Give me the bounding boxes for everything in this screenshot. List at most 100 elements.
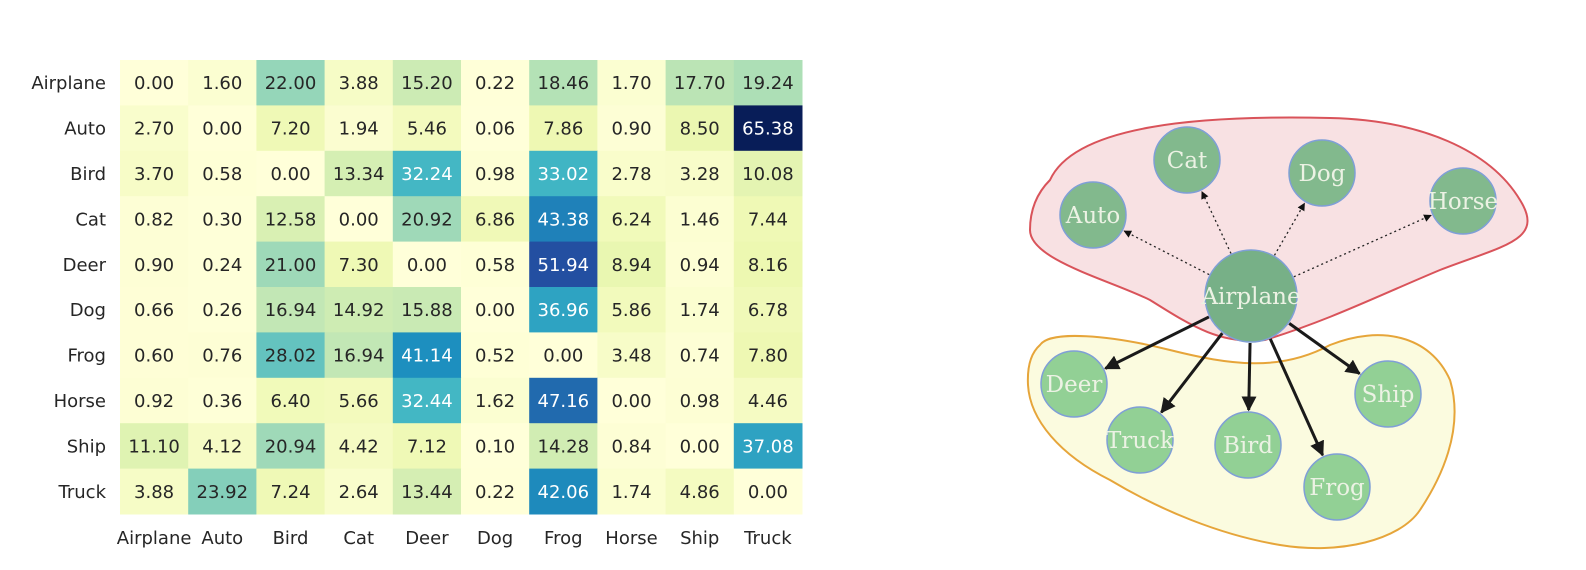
heatmap-cell	[529, 196, 598, 243]
heatmap-cell	[392, 150, 462, 197]
node-label: Deer	[1046, 372, 1103, 398]
heatmap-cell	[120, 241, 189, 288]
node-label: Ship	[1362, 382, 1415, 408]
heatmap-cell	[324, 377, 394, 424]
heatmap-cell	[324, 105, 394, 152]
heatmap-cell	[733, 468, 803, 515]
heatmap-row-label: Dog	[70, 300, 106, 321]
node-circle	[1204, 249, 1298, 343]
node-deer: Deer	[1040, 350, 1108, 418]
heatmap-cell	[529, 287, 598, 333]
heatmap-cell-value: 6.40	[270, 391, 310, 412]
heatmap-cell	[665, 196, 735, 243]
heatmap-cell-value: 3.88	[134, 482, 174, 503]
heatmap-col-label: Horse	[605, 528, 657, 549]
heatmap-cell-value: 0.00	[202, 119, 242, 140]
heatmap-cell-value: 0.92	[134, 391, 174, 412]
heatmap-cell	[461, 377, 530, 424]
heatmap-cell-value: 17.70	[674, 73, 726, 94]
heatmap-cell	[120, 105, 189, 152]
heatmap-cell-value: 0.10	[475, 436, 515, 457]
heatmap-cell	[188, 60, 257, 106]
group-1-region	[1028, 116, 1529, 342]
heatmap-cell-value: 6.78	[748, 300, 788, 321]
heatmap-cell	[733, 377, 803, 424]
node-label: Cat	[1167, 148, 1208, 174]
heatmap-col-label: Auto	[201, 528, 243, 549]
heatmap-cell-value: 13.34	[333, 164, 385, 185]
heatmap-cell	[597, 241, 667, 288]
heatmap-cell-value: 0.00	[407, 255, 447, 276]
edge-airplane-horse	[1293, 214, 1432, 278]
heatmap-cell-value: 1.62	[475, 391, 515, 412]
heatmap-cell	[529, 105, 598, 152]
heatmap-cell	[392, 196, 462, 243]
edge-airplane-truck	[1160, 332, 1224, 414]
heatmap-cell-value: 47.16	[538, 391, 590, 412]
heatmap-cell	[188, 241, 257, 288]
heatmap-cell-value: 2.64	[339, 482, 379, 503]
heatmap-cell-value: 1.70	[611, 73, 651, 94]
heatmap-cell	[529, 60, 598, 106]
heatmap-cell-value: 3.28	[680, 164, 720, 185]
heatmap-cell	[461, 287, 530, 333]
node-label: Frog	[1309, 475, 1365, 501]
heatmap-cell	[461, 423, 530, 470]
heatmap-cell	[461, 60, 530, 106]
heatmap-cell	[597, 196, 667, 243]
heatmap-cell-value: 43.38	[538, 209, 590, 230]
heatmap-cell-value: 0.00	[611, 391, 651, 412]
heatmap-row-label: Truck	[58, 482, 107, 503]
heatmap-cell-value: 42.06	[538, 482, 590, 503]
heatmap-cell-value: 32.44	[401, 391, 453, 412]
heatmap-cell-value: 41.14	[401, 346, 453, 367]
heatmap-cell-value: 0.00	[748, 482, 788, 503]
heatmap-cell	[392, 468, 462, 515]
heatmap-cell-value: 16.94	[333, 346, 385, 367]
node-label: Truck	[1106, 428, 1175, 454]
heatmap-cell	[597, 377, 667, 424]
heatmap-cell-value: 5.46	[407, 119, 447, 140]
heatmap-cell-value: 1.74	[611, 482, 651, 503]
node-truck: Truck	[1106, 406, 1175, 474]
heatmap-cell	[461, 105, 530, 152]
node-auto: Auto	[1059, 181, 1127, 249]
heatmap-cell	[120, 150, 189, 197]
heatmap-cell	[120, 468, 189, 515]
heatmap-cell	[324, 196, 394, 243]
heatmap-cell-value: 8.50	[680, 119, 720, 140]
heatmap-cell-value: 0.22	[475, 73, 515, 94]
heatmap-cell-value: 20.92	[401, 209, 453, 230]
heatmap-cell	[188, 468, 257, 515]
class-relation-diagram: Auto Cat Dog Horse Deer Truck Bird Frog Ship Airp…	[1026, 116, 1529, 550]
heatmap-cell	[733, 332, 803, 379]
node-circle	[1106, 406, 1174, 474]
heatmap-cell	[392, 60, 462, 106]
heatmap-cell	[256, 332, 326, 379]
node-dog: Dog	[1288, 139, 1356, 207]
heatmap-row-label: Auto	[64, 119, 106, 140]
heatmap-cell-value: 0.00	[475, 300, 515, 321]
heatmap-cell-value: 6.24	[611, 209, 651, 230]
heatmap-cell-value: 33.02	[538, 164, 590, 185]
heatmap-cell-value: 2.78	[611, 164, 651, 185]
edge-airplane-dog	[1273, 202, 1306, 256]
heatmap-cell	[120, 423, 189, 470]
heatmap-cell	[733, 150, 803, 197]
heatmap-cell	[256, 241, 326, 288]
heatmap-cell-value: 65.38	[742, 119, 794, 140]
heatmap-col-label: Bird	[273, 528, 309, 549]
heatmap-cell-value: 0.58	[202, 164, 242, 185]
heatmap-cell	[324, 332, 394, 379]
heatmap-col-label: Dog	[477, 528, 513, 549]
heatmap-cell-value: 0.26	[202, 300, 242, 321]
node-circle	[1059, 181, 1127, 249]
heatmap-cell	[120, 377, 189, 424]
heatmap-cell	[665, 287, 735, 333]
heatmap-cell-value: 0.98	[680, 391, 720, 412]
heatmap-cell-value: 12.58	[265, 209, 317, 230]
heatmap-cell	[188, 150, 257, 197]
heatmap-cell-value: 2.70	[134, 119, 174, 140]
node-circle	[1040, 350, 1108, 418]
heatmap-cell-value: 0.30	[202, 209, 242, 230]
